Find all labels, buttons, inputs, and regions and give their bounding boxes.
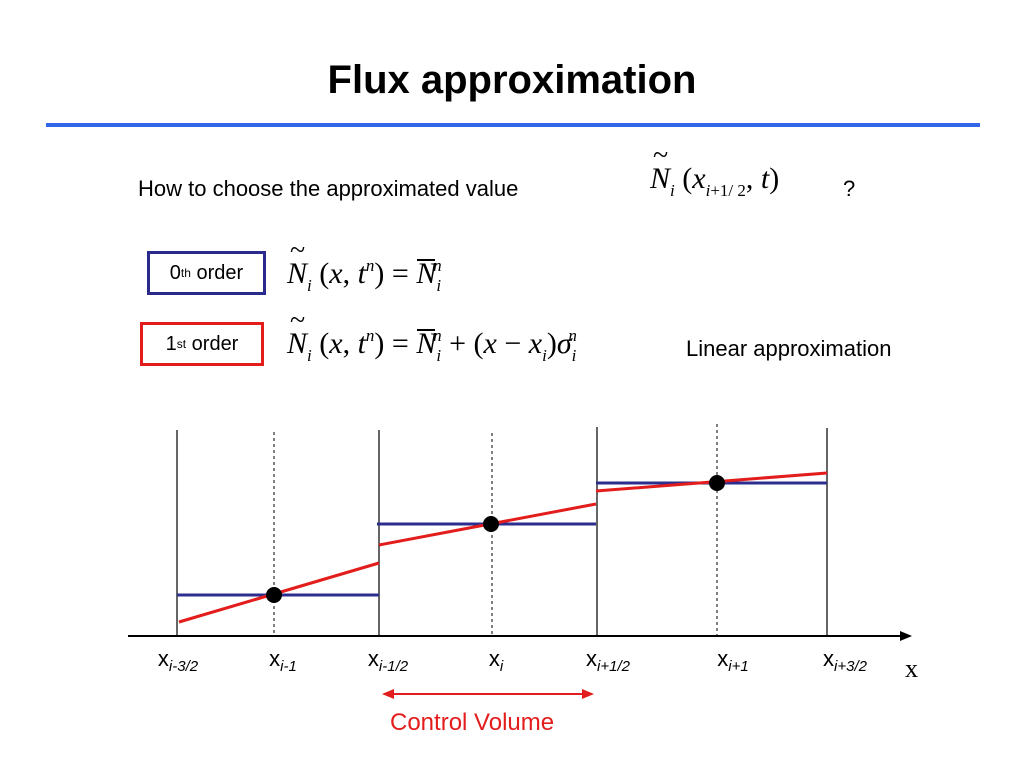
first-order-rest: order bbox=[191, 332, 239, 355]
tick-x-i+3/2: xi+3/2 bbox=[823, 646, 867, 675]
title-divider bbox=[46, 123, 980, 127]
first-order-sup: st bbox=[176, 337, 187, 351]
tick-x-i-1/2: xi-1/2 bbox=[367, 646, 409, 675]
tick-x-i+1: xi+1 bbox=[717, 646, 749, 675]
zeroth-order-sup: th bbox=[180, 266, 191, 280]
page-title: Flux approximation bbox=[327, 58, 697, 102]
first-order-num: 1 bbox=[165, 332, 177, 355]
question-mark: ? bbox=[843, 176, 856, 201]
cell-average-point-i+1 bbox=[709, 475, 725, 491]
tick-x-i-3/2: xi-3/2 bbox=[157, 646, 199, 675]
zeroth-order-rest: order bbox=[196, 261, 244, 284]
question-text: How to choose the approximated value bbox=[138, 176, 519, 201]
control-volume-label: Control Volume bbox=[390, 709, 555, 736]
cell-average-point-i-1 bbox=[266, 587, 282, 603]
cell-average-point-i bbox=[483, 516, 499, 532]
zeroth-order-num: 0 bbox=[169, 261, 181, 284]
linear-approximation-note: Linear approximation bbox=[686, 336, 892, 361]
tick-x-i: xi bbox=[488, 646, 504, 675]
first-order-formula: Ni (x, tn) = Nin + (x − xi)σin bbox=[287, 305, 577, 366]
x-axis-label: x bbox=[905, 654, 918, 683]
tick-x-i+1/2: xi+1/2 bbox=[586, 646, 630, 675]
question-formula: Ni (xi+1/ 2, t) bbox=[650, 140, 779, 201]
zeroth-order-formula: Ni (x, tn) = Nin bbox=[287, 235, 442, 296]
tick-x-i-1: xi-1 bbox=[269, 646, 297, 675]
